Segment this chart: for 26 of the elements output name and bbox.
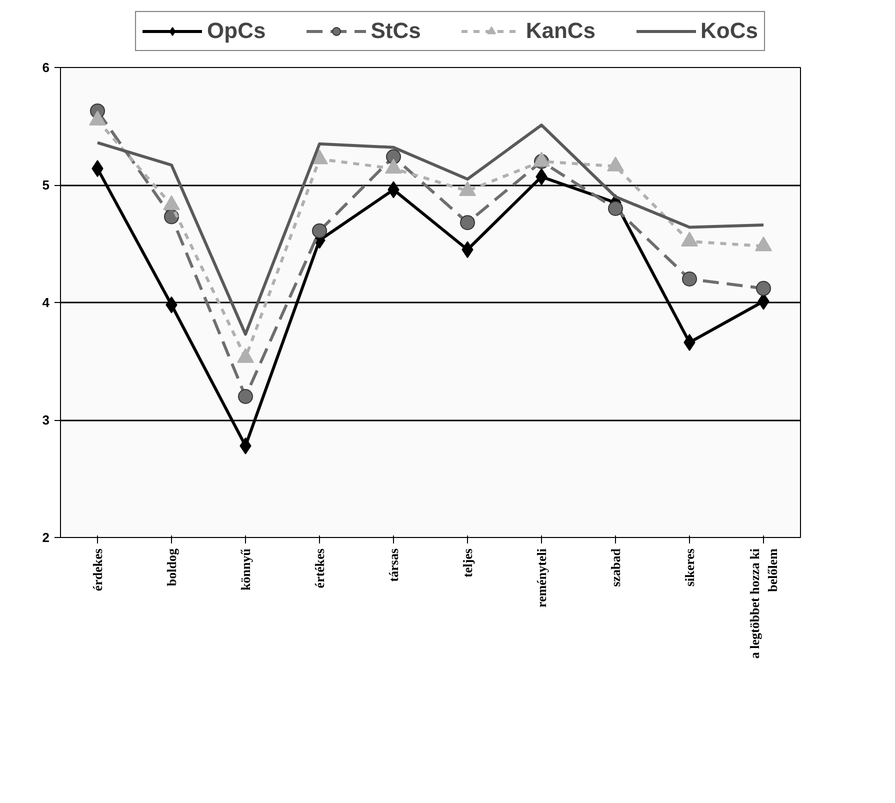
y-tick-label: 4 xyxy=(42,295,50,310)
x-tick-label: könnyű xyxy=(238,548,253,590)
y-tick-label: 2 xyxy=(42,530,50,545)
point xyxy=(238,389,253,404)
y-tick-label: 5 xyxy=(42,178,50,192)
x-tick-label: értékes xyxy=(312,548,327,588)
x-tick-label: teljes xyxy=(460,548,475,578)
legend-label: KanCs xyxy=(526,18,596,44)
point xyxy=(682,272,697,286)
x-tick-label: sikeres xyxy=(682,548,697,587)
x-tick-label: reményteli xyxy=(534,548,549,608)
legend-label: StCs xyxy=(370,18,421,44)
legend-label: OpCs xyxy=(207,18,266,44)
y-tick-label: 6 xyxy=(42,60,50,75)
legend-label: KoCs xyxy=(700,18,758,44)
x-tick-label: társas xyxy=(386,548,401,582)
point xyxy=(312,223,327,238)
point xyxy=(756,280,771,296)
line-series xyxy=(96,124,765,336)
x-tick-label: boldog xyxy=(164,548,179,586)
x-tick-label: szabad xyxy=(608,548,623,587)
point xyxy=(460,215,475,230)
y-tick-label: 3 xyxy=(42,412,50,428)
x-tick-label: a legtöbbet hozza ki belőlem xyxy=(747,548,780,659)
point xyxy=(608,201,623,216)
x-tick-label: érdekes xyxy=(90,548,105,592)
